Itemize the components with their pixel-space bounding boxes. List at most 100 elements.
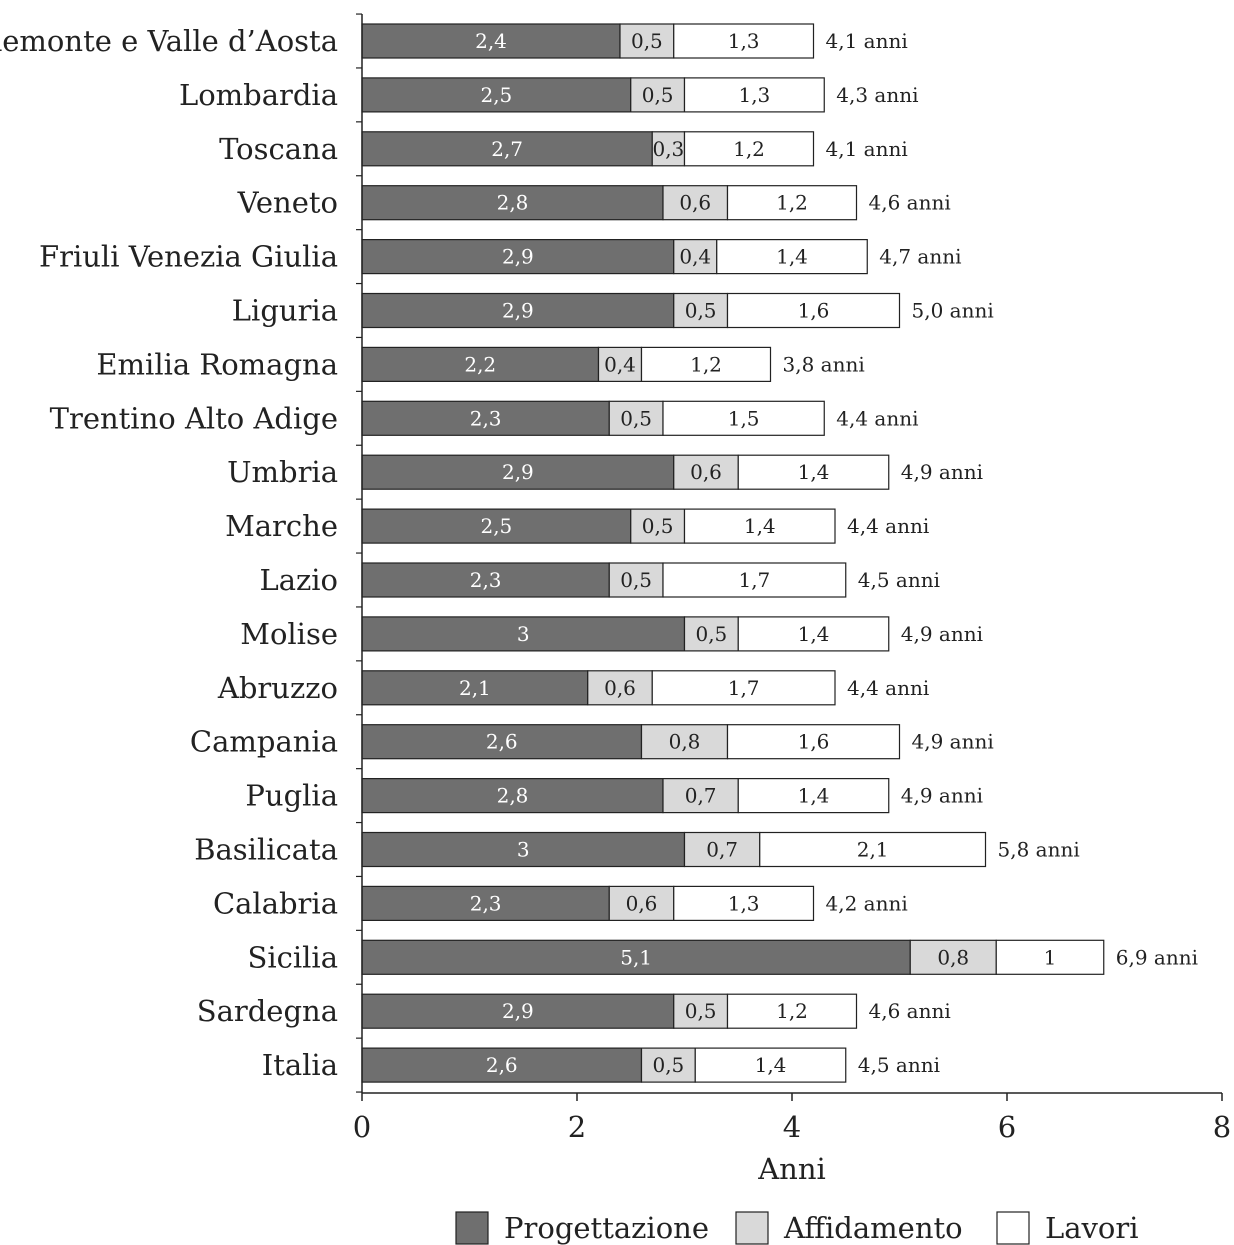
total-labels: 4,1 anni 4,3 anni 4,1 anni 4,6 anni 4,7 anni… (783, 29, 1199, 1077)
bar-value-label: 1,2 (690, 352, 722, 376)
bar-segment-progettazione (361, 993, 675, 1029)
bar-segment-progettazione (361, 185, 664, 221)
bar-value-label: 0,5 (620, 568, 652, 592)
total-label: 4,2 anni (826, 891, 908, 915)
bar-segment-lavori (737, 616, 890, 652)
total-label: 4,1 anni (826, 29, 908, 53)
bar-segment-lavori (683, 131, 815, 167)
bar-value-label: 2,3 (470, 568, 502, 592)
total-label: 4,6 anni (869, 999, 951, 1023)
total-label: 4,5 anni (858, 568, 940, 592)
bar-segment-affidamento (909, 939, 997, 975)
bar-value-label: 1,4 (798, 460, 830, 484)
bar-value-label: 0,5 (620, 406, 652, 430)
total-label: 4,6 anni (869, 191, 951, 215)
category-labels: Piemonte e Valle d’Aosta Lombardia Toscana… (0, 24, 338, 1082)
bar-segment-affidamento (608, 400, 664, 436)
bar-segment-progettazione (361, 616, 686, 652)
bar-segment-progettazione (361, 508, 632, 544)
bar-segment-progettazione (361, 885, 610, 922)
category-label: Friuli Venezia Giulia (39, 240, 338, 274)
bar-value-label: 1,2 (733, 137, 765, 161)
y-ticks (356, 13, 362, 1093)
bar-value-label: 0,5 (642, 514, 674, 538)
bar-value-label: 0,5 (695, 622, 727, 646)
category-label: Piemonte e Valle d’Aosta (0, 24, 338, 58)
bar-value-label: 1,4 (798, 784, 830, 808)
legend-swatch-lavori (996, 1211, 1030, 1245)
bar-segment-lavori (651, 670, 836, 706)
bar-segment-progettazione (361, 454, 675, 490)
bar-value-label: 0,6 (626, 891, 658, 915)
bar-segment-lavori (640, 346, 772, 382)
bar-segment-progettazione (361, 239, 675, 275)
bar-value-label: 2,2 (464, 352, 496, 376)
bar-segment-lavori (683, 77, 825, 113)
bar-segment-lavori (726, 724, 901, 760)
bar-value-label: 2,6 (486, 730, 518, 754)
bar-value-label: 2,9 (502, 245, 534, 269)
legend-swatch-affidamento (735, 1211, 769, 1245)
category-label: Emilia Romagna (96, 347, 338, 381)
bar-segment-affidamento (597, 346, 643, 382)
bar-value-label: 0,6 (690, 460, 722, 484)
legend-label-progettazione: Progettazione (504, 1211, 709, 1245)
bar-segment-progettazione (361, 777, 664, 814)
bar-segment-affidamento (673, 292, 729, 329)
total-label: 4,9 anni (901, 784, 983, 808)
bar-value-label: 2,9 (502, 299, 534, 323)
x-tick-label: 6 (998, 1110, 1016, 1144)
bar-segment-progettazione (361, 724, 643, 760)
category-label: Abruzzo (217, 671, 338, 705)
bar-value-label: 2,3 (470, 406, 502, 430)
bar-segment-progettazione (361, 23, 621, 59)
bar-value-label: 0,4 (604, 352, 636, 376)
bar-segment-affidamento (673, 239, 718, 275)
x-tick-label: 0 (353, 1110, 371, 1144)
bar-value-label: 1,6 (798, 730, 830, 754)
bar-value-label: 2,4 (475, 29, 507, 53)
bar-value-label: 0,5 (652, 1053, 684, 1077)
bar-value-label: 0,4 (679, 245, 711, 269)
bar-value-label: 1,4 (755, 1053, 787, 1077)
bar-segment-lavori (673, 885, 815, 922)
category-label: Lazio (259, 563, 338, 597)
bar-value-label: 1,2 (776, 191, 808, 215)
x-ticks: 0 2 4 6 8 (353, 1093, 1231, 1144)
bar-segment-affidamento (640, 1047, 696, 1083)
bar-value-label: 0,6 (679, 191, 711, 215)
total-label: 4,1 anni (826, 137, 908, 161)
total-label: 4,4 anni (836, 406, 918, 430)
bar-segment-progettazione (361, 831, 686, 868)
bar-value-label: 0,6 (604, 676, 636, 700)
bar-value-label: 1 (1044, 945, 1057, 969)
bar-segment-progettazione (361, 400, 610, 436)
total-label: 4,3 anni (836, 83, 918, 107)
bar-segment-lavori (726, 993, 858, 1029)
bar-value-label: 0,3 (652, 137, 684, 161)
bar-value-label: 2,6 (486, 1053, 518, 1077)
bar-value-label: 1,4 (744, 514, 776, 538)
bar-segment-affidamento (630, 77, 686, 113)
bar-segment-lavori (995, 939, 1105, 975)
bars-layer: 2,4 0,5 1,3 2,5 0,5 1,3 2,7 0,3 1,2 2,8 0,6 1,2 2,9 0… (361, 23, 1105, 1083)
bar-value-label: 0,7 (706, 838, 738, 862)
bar-value-label: 2,7 (491, 137, 523, 161)
bar-value-label: 2,1 (459, 676, 491, 700)
bar-value-label: 1,4 (798, 622, 830, 646)
legend-label-affidamento: Affidamento (783, 1211, 963, 1245)
total-label: 4,7 anni (879, 245, 961, 269)
category-label: Italia (262, 1048, 338, 1082)
bar-segment-affidamento (630, 508, 686, 544)
axes: 0 2 4 6 8 Anni (353, 13, 1231, 1186)
bar-segment-lavori (726, 292, 901, 329)
category-label: Sicilia (248, 940, 339, 974)
x-axis-title: Anni (757, 1152, 826, 1186)
bar-segment-progettazione (361, 670, 589, 706)
bar-segment-affidamento (673, 993, 729, 1029)
bar-value-label: 0,5 (631, 29, 663, 53)
bar-value-label: 0,8 (937, 945, 969, 969)
category-label: Calabria (213, 886, 338, 920)
category-label: Puglia (245, 779, 338, 813)
category-label: Campania (190, 725, 338, 759)
